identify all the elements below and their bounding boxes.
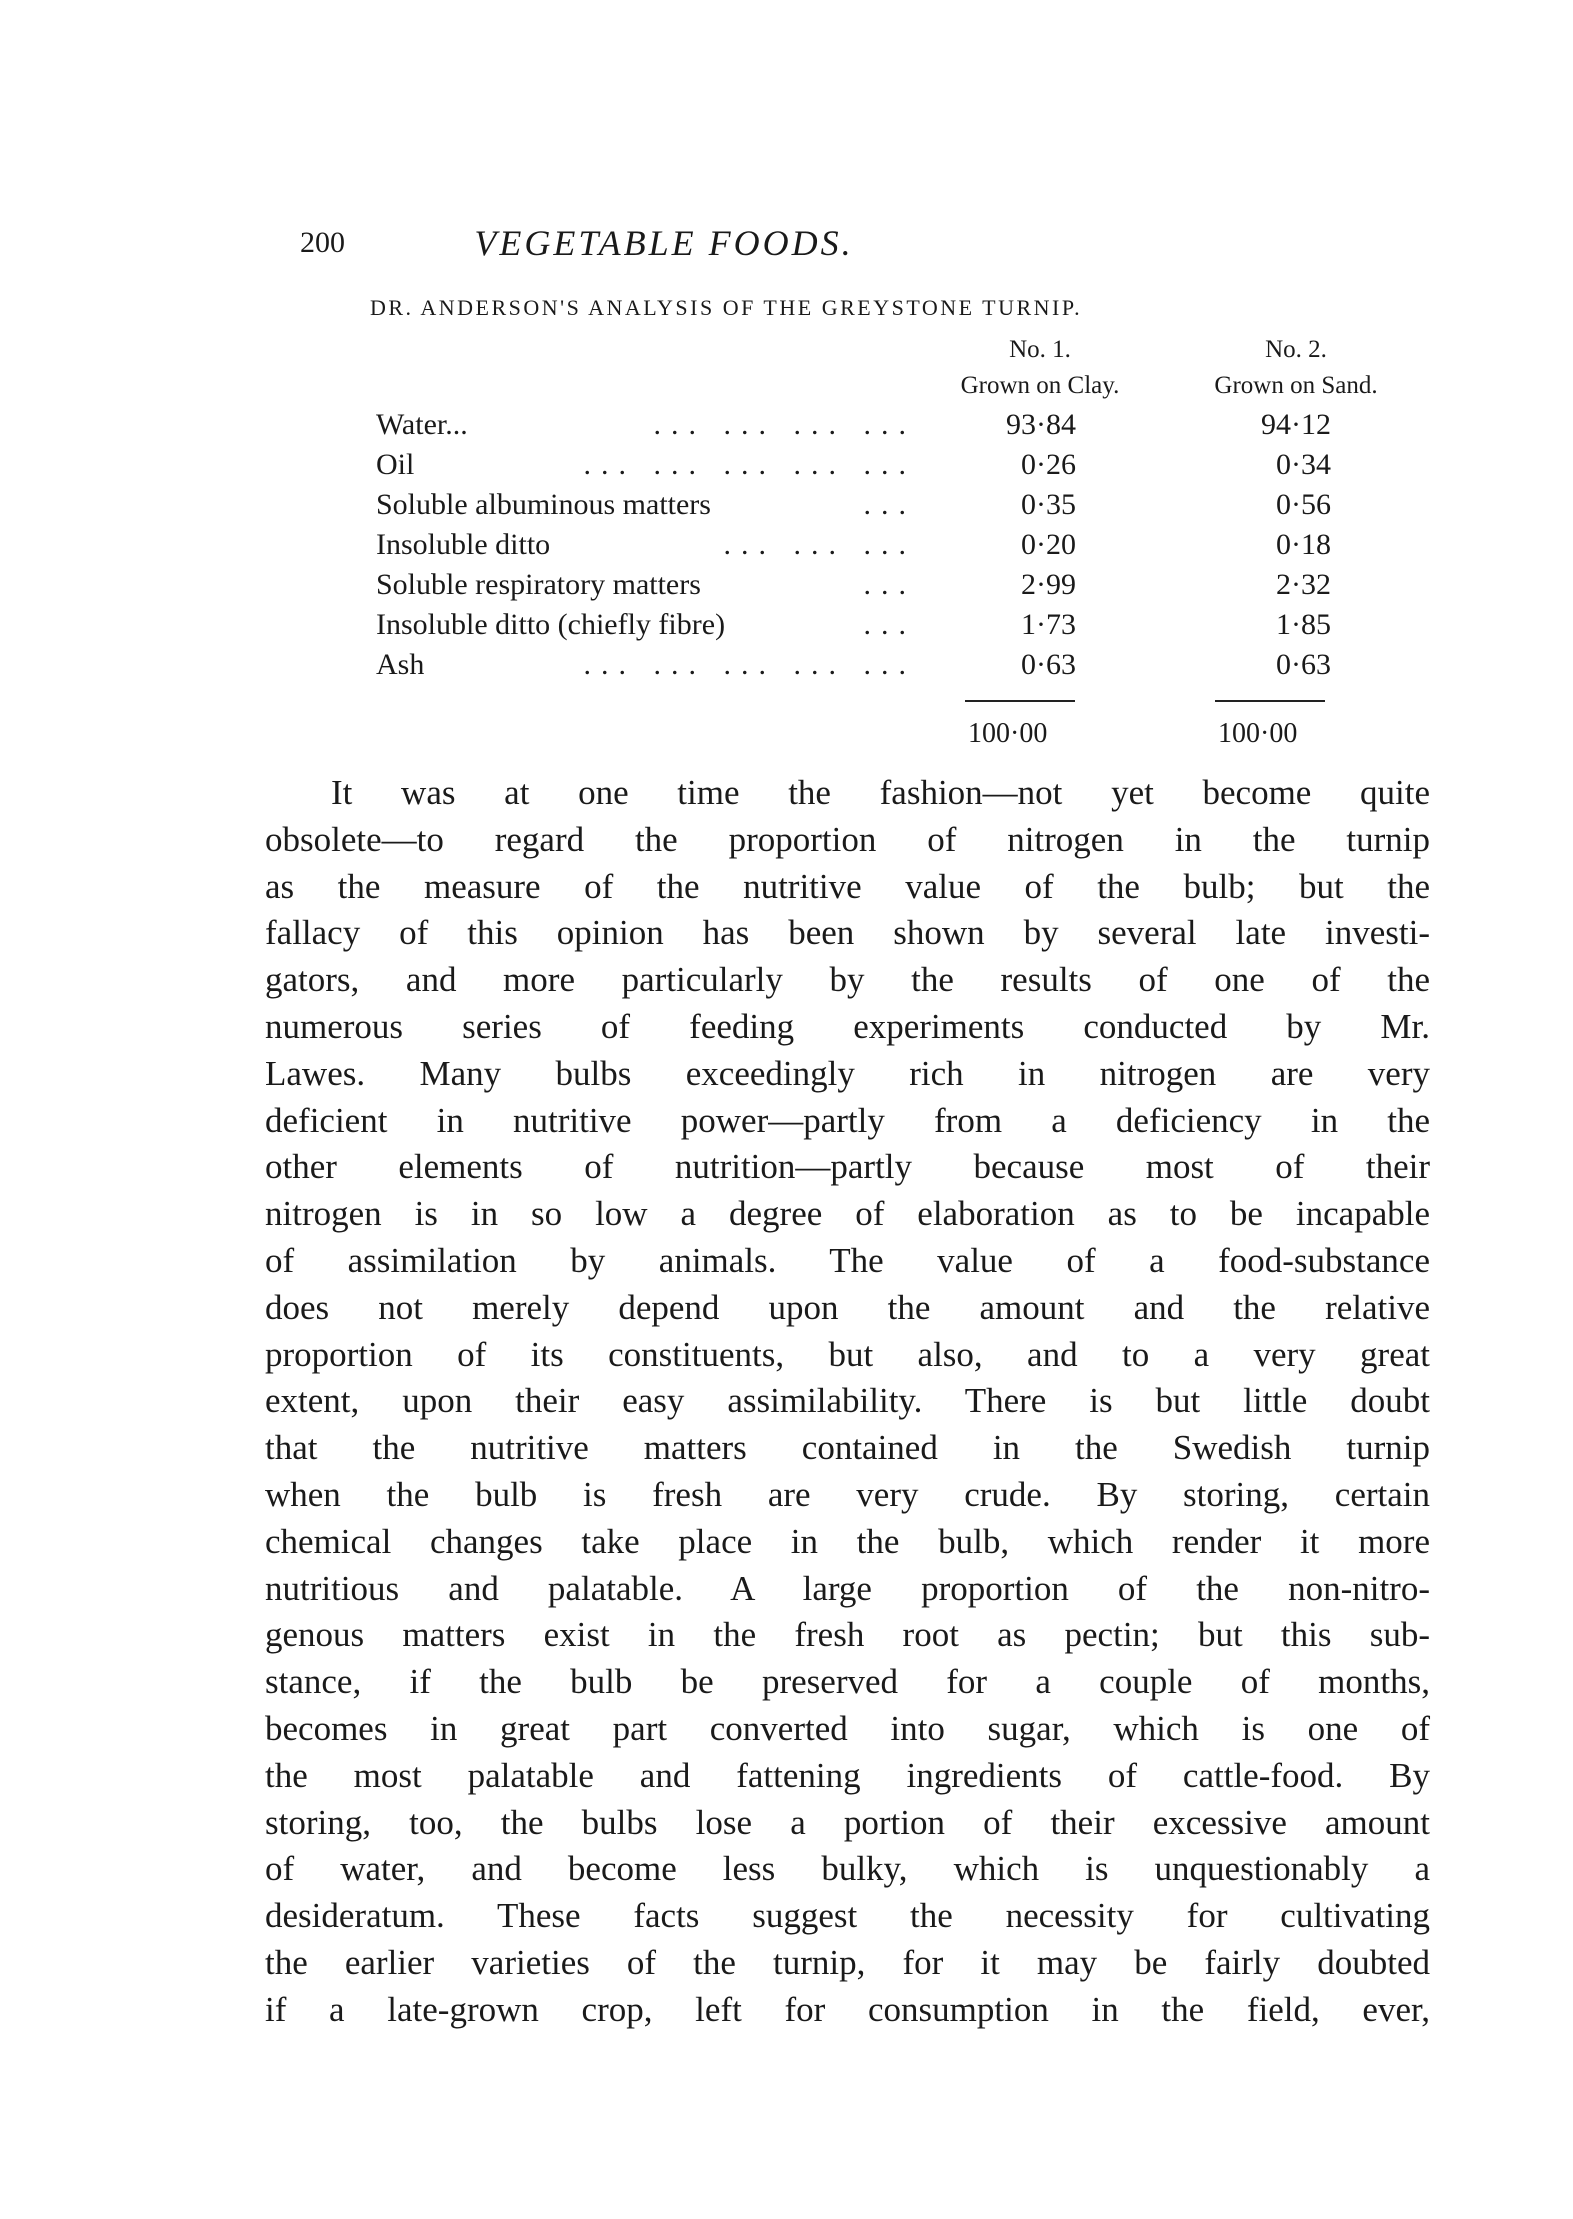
value-clay: 93·84 [1006,408,1076,441]
value-sand: 0·34 [1276,448,1331,481]
col1-number: No. 1. [1009,336,1071,363]
text-line: storing, too, the bulbs lose a portion o… [265,1802,1430,1842]
text-line: Lawes. Many bulbs exceedingly rich in ni… [265,1053,1430,1093]
row-label: Oil [376,448,415,481]
value-sand: 2·32 [1276,568,1331,601]
sum-rule-1 [965,700,1075,702]
text-line: nutritious and palatable. A large propor… [265,1568,1430,1608]
value-sand: 0·56 [1276,488,1331,521]
leader-dots: ... [863,568,916,601]
value-clay: 1·73 [1021,608,1076,641]
value-sand: 0·63 [1276,648,1331,681]
text-line: the most palatable and fattening ingredi… [265,1755,1430,1795]
table-title: Dr. Anderson's Analysis of the Greystone… [370,295,1083,320]
page-number: 200 [300,226,345,259]
text-line: does not merely depend upon the amount a… [265,1287,1430,1327]
leader-dots: ... ... ... ... ... [583,648,916,681]
text-line: gators, and more particularly by the res… [265,960,1430,1000]
text-line: extent, upon their easy assimilability. … [265,1381,1430,1421]
text-line: chemical changes take place in the bulb,… [265,1521,1430,1561]
value-clay: 0·35 [1021,488,1076,521]
value-clay: 2·99 [1021,568,1076,601]
row-label: Insoluble ditto (chiefly fibre) [376,608,726,641]
text-line: other elements of nutrition—partly becau… [265,1147,1430,1187]
leader-dots: ... ... ... ... ... [583,448,916,481]
text-line: if a late-grown crop, left for consumpti… [265,1989,1430,2029]
row-label: Ash [376,648,425,681]
text-line: stance, if the bulb be preserved for a c… [265,1662,1430,1702]
body-text: It was at one time the fashion—not yet b… [265,770,1430,2034]
table-row: Oil ... ... ... ... ... 0·26 0·34 [376,448,1376,488]
text-line: desideratum. These facts suggest the nec… [265,1896,1430,1936]
text-line: numerous series of feeding experiments c… [265,1006,1430,1046]
col1-label: Grown on Clay. [960,372,1120,399]
row-label: Water... [376,408,468,441]
row-label: Soluble respiratory matters [376,568,701,601]
text-line: as the measure of the nutritive value of… [265,866,1430,906]
value-clay: 0·63 [1021,648,1076,681]
text-line: deficient in nutritive power—partly from… [265,1100,1430,1140]
text-line: of water, and become less bulky, which i… [265,1849,1430,1889]
text-line: proportion of its constituents, but also… [265,1334,1430,1374]
table-row: Insoluble ditto ... ... ... 0·20 0·18 [376,528,1376,568]
text-line: It was at one time the fashion—not yet b… [331,773,1430,812]
total-2: 100·00 [1218,718,1298,749]
table-row: Soluble albuminous matters... 0·35 0·56 [376,488,1376,528]
text-line: when the bulb is fresh are very crude. B… [265,1474,1430,1514]
text-line: genous matters exist in the fresh root a… [265,1615,1430,1655]
total-1: 100·00 [968,718,1048,749]
text-line: of assimilation by animals. The value of… [265,1240,1430,1280]
running-title: VEGETABLE FOODS. [474,223,854,263]
sum-rule-2 [1215,700,1325,702]
row-label: Soluble albuminous matters [376,488,711,521]
leader-dots: ... [863,608,916,641]
text-line: becomes in great part converted into sug… [265,1708,1430,1748]
text-line: the earlier varieties of the turnip, for… [265,1942,1430,1982]
leader-dots: ... ... ... ... [653,408,916,441]
text-line: fallacy of this opinion has been shown b… [265,913,1430,953]
table-row: Water... ... ... ... ... 93·84 94·12 [376,408,1376,448]
leader-dots: ... [863,488,916,521]
text-line: obsolete—to regard the proportion of nit… [265,819,1430,859]
value-sand: 0·18 [1276,528,1331,561]
table-row: Soluble respiratory matters... 2·99 2·32 [376,568,1376,608]
text-line: that the nutritive matters contained in … [265,1428,1430,1468]
table-row: Ash ... ... ... ... ... 0·63 0·63 [376,648,1376,688]
col2-label: Grown on Sand. [1214,372,1378,399]
value-clay: 0·20 [1021,528,1076,561]
value-clay: 0·26 [1021,448,1076,481]
leader-dots: ... ... ... [723,528,916,561]
table-row: Insoluble ditto (chiefly fibre)... 1·73 1·… [376,608,1376,648]
value-sand: 1·85 [1276,608,1331,641]
col2-number: No. 2. [1265,336,1327,363]
row-label: Insoluble ditto [376,528,551,561]
text-line: nitrogen is in so low a degree of elabor… [265,1194,1430,1234]
value-sand: 94·12 [1261,408,1331,441]
